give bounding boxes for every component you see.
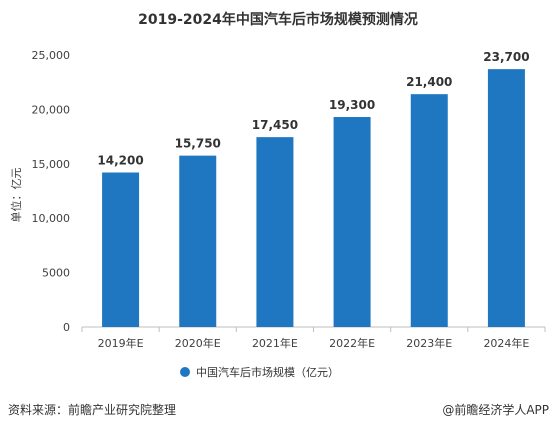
x-tick-label: 2020年E: [175, 336, 221, 350]
x-axis: 2019年E 2020年E 2021年E 2022年E 2023年E 2024年E: [81, 327, 546, 350]
chart-title: 2019-2024年中国汽车后市场规模预测情况: [138, 11, 418, 28]
y-tick-label: 20,000: [32, 103, 71, 116]
legend-marker: [180, 367, 190, 377]
data-label: 15,750: [175, 137, 221, 151]
y-tick-label: 0: [63, 321, 70, 334]
bar-series: [102, 69, 525, 328]
y-tick-label: 25,000: [32, 49, 71, 62]
bar: [487, 69, 525, 328]
y-tick-label: 5000: [42, 267, 70, 280]
x-tick-label: 2019年E: [98, 336, 144, 350]
y-tick-label: 10,000: [32, 212, 71, 225]
x-tick-label: 2023年E: [406, 336, 452, 350]
bar: [179, 155, 217, 327]
data-label: 21,400: [406, 75, 452, 89]
source-note: 资料来源：前瞻产业研究院整理: [8, 402, 176, 417]
y-axis: 0 5000 10,000 15,000 20,000 25,000: [32, 49, 71, 334]
legend-label: 中国汽车后市场规模（亿元）: [196, 365, 339, 379]
bar: [333, 117, 371, 328]
data-labels: 14,200 15,750 17,450 19,300 21,400 23,700: [97, 50, 529, 167]
bar: [102, 172, 140, 327]
data-label: 17,450: [252, 118, 298, 132]
bar: [410, 94, 448, 327]
data-label: 14,200: [97, 154, 143, 168]
y-axis-label: 单位：亿元: [9, 168, 23, 223]
bar: [256, 137, 294, 327]
x-tick-label: 2024年E: [483, 336, 529, 350]
x-tick-label: 2021年E: [252, 336, 298, 350]
x-tick-label: 2022年E: [329, 336, 375, 350]
data-label: 19,300: [329, 98, 375, 112]
credit-note: @前瞻经济学人APP: [442, 402, 549, 417]
legend: 中国汽车后市场规模（亿元）: [180, 365, 339, 379]
y-tick-label: 15,000: [32, 158, 71, 171]
data-label: 23,700: [483, 50, 529, 64]
